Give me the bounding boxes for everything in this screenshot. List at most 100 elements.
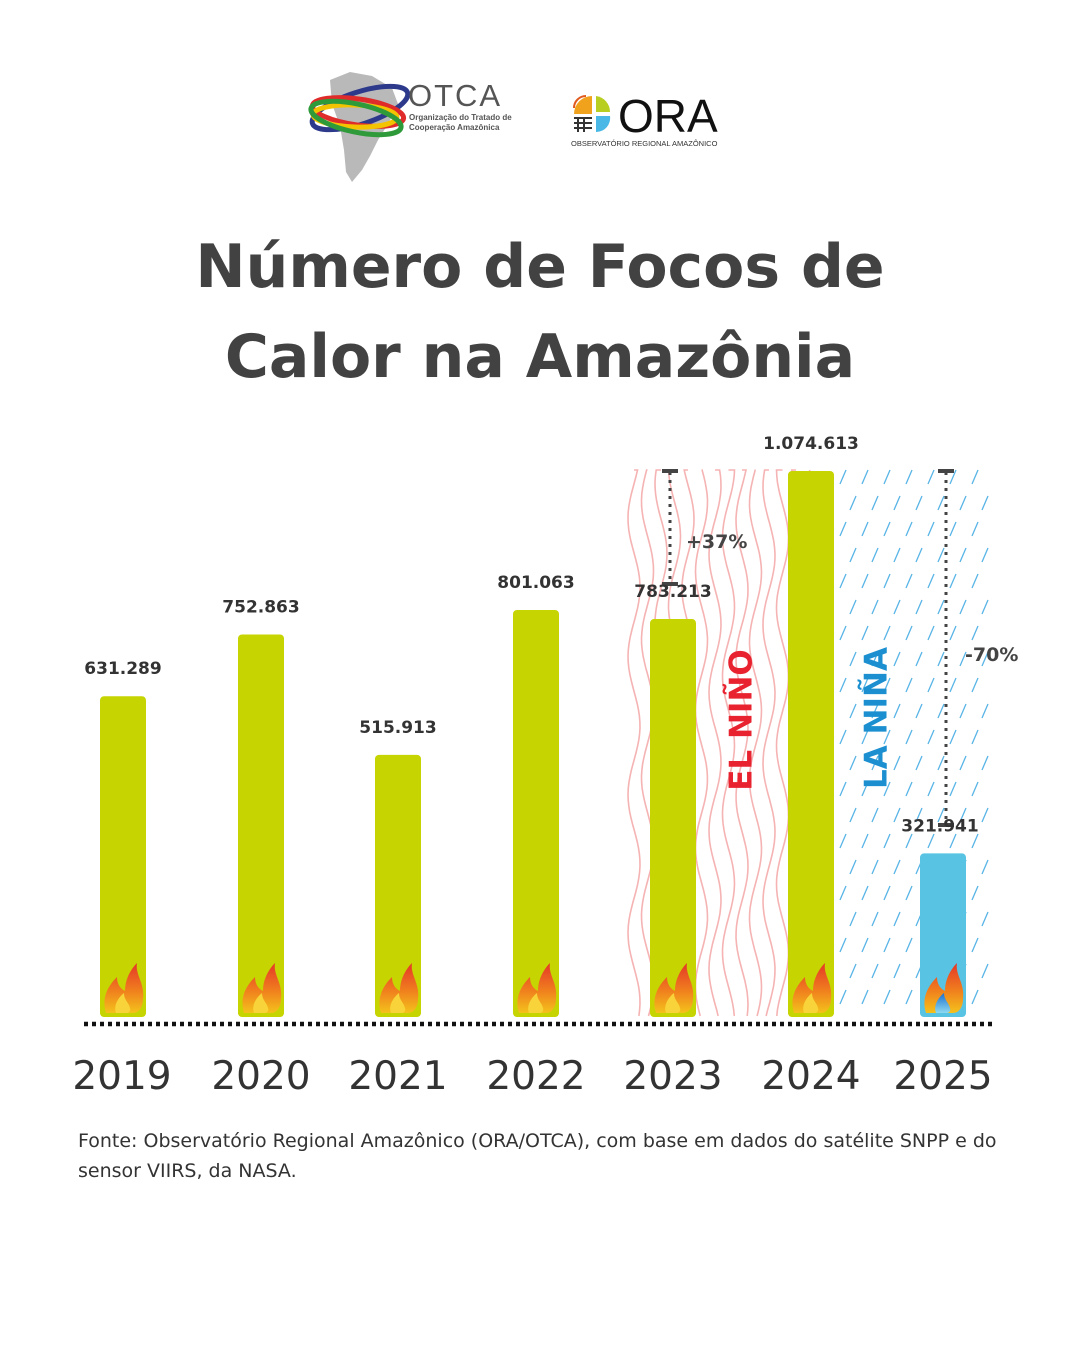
la-nina-streak-27: [959, 547, 967, 563]
otca-logo: OTCA Organização do Tratado de Cooperaçã…: [308, 72, 512, 182]
la-nina-streak-29: [839, 573, 847, 589]
la-nina-streak-75: [927, 729, 935, 745]
annotations: +37% -70%: [84, 469, 1018, 1027]
flame-inner: [803, 993, 819, 1013]
logos-svg: OTCA Organização do Tratado de Cooperaçã…: [308, 72, 718, 182]
la-nina-streak-126: [981, 911, 989, 927]
la-nina-streak-22: [849, 547, 857, 563]
la-nina-streak-8: [849, 495, 857, 511]
value-label-2023: 783.213: [634, 582, 711, 602]
la-nina-streak-82: [937, 755, 945, 771]
bar-chart: +37% -70% 631.289 2019 752.863 2020 515.913 20…: [72, 434, 1018, 1099]
la-nina-streak-21: [971, 521, 979, 537]
value-label-2019: 631.289: [84, 659, 161, 679]
la-nina-streak-38: [893, 599, 901, 615]
flame-icon: [242, 963, 282, 1013]
la-nina-streak-112: [981, 859, 989, 875]
la-nina-streak-93: [871, 807, 879, 823]
flame-icon: [792, 963, 832, 1013]
la-nina-streak-115: [883, 885, 891, 901]
la-nina-streak-99: [839, 833, 847, 849]
la-nina-streak-87: [883, 781, 891, 797]
flame-outer: [792, 963, 832, 1013]
value-label-2020: 752.863: [222, 597, 299, 617]
flame-icon: [517, 963, 557, 1013]
la-nina-streak-107: [871, 859, 879, 875]
bar-2019: [100, 696, 146, 1017]
flame-icon: [654, 963, 694, 1013]
el-nino-wave-7: [708, 469, 722, 1017]
flame-inner: [390, 993, 406, 1013]
la-nina-streak-91: [971, 781, 979, 797]
la-nina-streak-105: [971, 833, 979, 849]
flame-outer: [924, 963, 964, 1013]
la-nina-streak-24: [893, 547, 901, 563]
la-nina-streak-140: [981, 963, 989, 979]
year-label-2024: 2024: [761, 1054, 860, 1099]
otca-ring-blue: [309, 83, 411, 133]
flame-outer: [379, 963, 419, 1013]
la-nina-streak-116: [905, 885, 913, 901]
el-nino-wave-11: [762, 469, 776, 1017]
la-nina-streak-19: [927, 521, 935, 537]
la-nina-streak-11: [915, 495, 923, 511]
la-nina-streak-85: [839, 781, 847, 797]
la-nina-streak-23: [871, 547, 879, 563]
page-title: Número de Focos de Calor na Amazônia: [0, 222, 1080, 402]
la-nina-streak-92: [849, 807, 857, 823]
ora-icon-lines: [574, 117, 592, 132]
la-nina-streak-78: [849, 755, 857, 771]
la-nina-streak-69: [959, 703, 967, 719]
flame-inner: [528, 993, 544, 1013]
la-nina-streak-135: [871, 963, 879, 979]
la-nina-streak-42: [981, 599, 989, 615]
la-nina-streak-52: [893, 651, 901, 667]
la-nina-streak-13: [959, 495, 967, 511]
ora-icon-arc: [573, 95, 587, 109]
la-nina-streak-144: [905, 989, 913, 1005]
la-nina-streak-70: [981, 703, 989, 719]
la-nina-streak-20: [949, 521, 957, 537]
la-nina-streak-98: [981, 807, 989, 823]
la-nina-streak-133: [971, 937, 979, 953]
la-nina-streak-114: [861, 885, 869, 901]
la-nina-streak-43: [839, 625, 847, 641]
la-nina-streak-60: [905, 677, 913, 693]
la-nina-streak-30: [861, 573, 869, 589]
la-nina-streak-5: [927, 469, 935, 485]
la-nina-streak-72: [861, 729, 869, 745]
la-nina-streak-102: [905, 833, 913, 849]
bar-2024: [788, 471, 834, 1017]
la-nina-streak-33: [927, 573, 935, 589]
el-nino-wave-1: [627, 469, 641, 1017]
la-nina-streak-57: [839, 677, 847, 693]
otca-subtitle-1: Organização do Tratado de: [409, 113, 512, 122]
la-nina-streak-121: [871, 911, 879, 927]
year-label-2023: 2023: [623, 1054, 722, 1099]
la-nina-streak-143: [883, 989, 891, 1005]
el-nino-label: EL NIÑO: [723, 649, 760, 791]
la-nina-streak-16: [861, 521, 869, 537]
la-nina-streak-47: [927, 625, 935, 641]
decrease-label: -70%: [965, 644, 1018, 666]
la-nina-streak-14: [981, 495, 989, 511]
flame-outer: [104, 963, 144, 1013]
la-nina-streak-7: [971, 469, 979, 485]
source-note: Fonte: Observatório Regional Amazônico (…: [78, 1130, 997, 1182]
la-nina-streak-54: [937, 651, 945, 667]
ora-name: ORA: [618, 90, 718, 142]
la-nina-streak-9: [871, 495, 879, 511]
value-label-2024: 1.074.613: [763, 434, 859, 454]
la-nina-streak-142: [861, 989, 869, 1005]
la-nina-streak-76: [949, 729, 957, 745]
la-nina-streak-1: [839, 469, 847, 485]
la-nina-streak-134: [849, 963, 857, 979]
la-nina-streak-18: [905, 521, 913, 537]
la-nina-streak-53: [915, 651, 923, 667]
la-nina-streak-94: [893, 807, 901, 823]
year-label-2025: 2025: [893, 1054, 992, 1099]
la-nina-streak-25: [915, 547, 923, 563]
la-nina-streak-74: [905, 729, 913, 745]
ora-logo: ORA OBSERVATÓRIO REGIONAL AMAZÔNICO: [571, 90, 718, 148]
flame-icon: [379, 963, 419, 1013]
